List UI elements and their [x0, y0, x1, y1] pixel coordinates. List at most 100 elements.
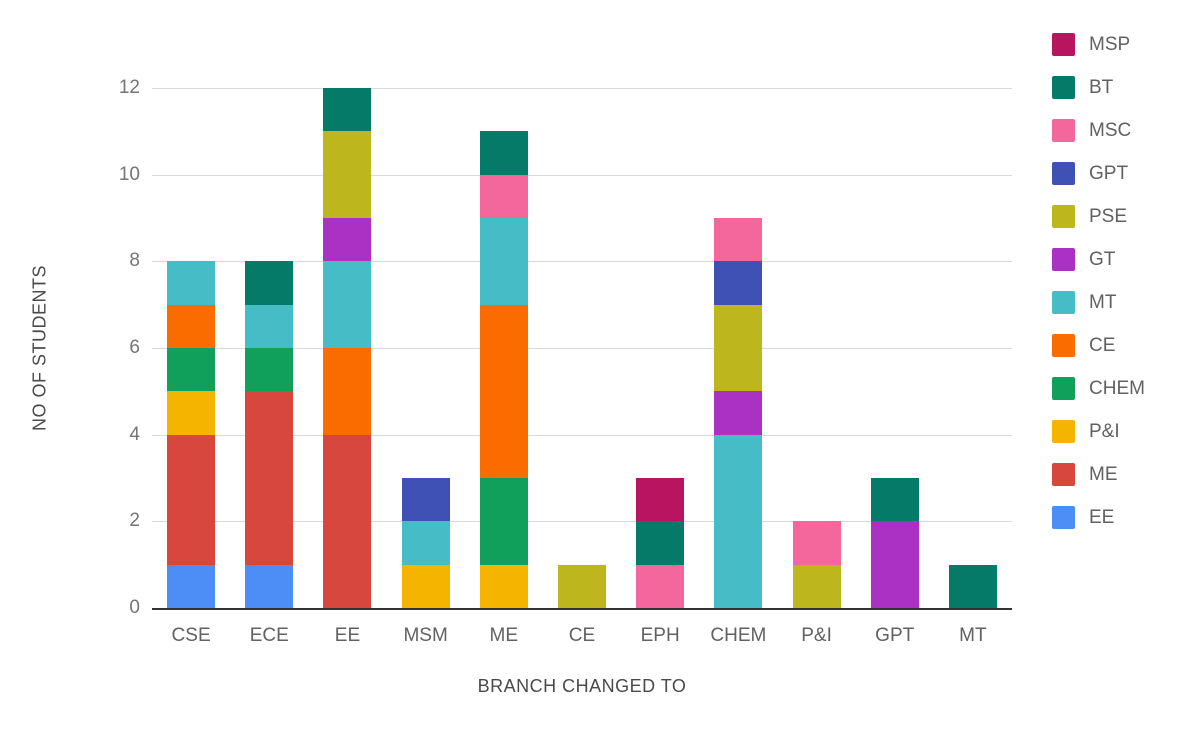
bar-segment-chem-pse[interactable]	[714, 304, 763, 392]
legend-label-mt: MT	[1089, 291, 1117, 313]
x-tick-label-msm: MSM	[403, 625, 448, 646]
y-axis-title: NO OF STUDENTS	[29, 264, 50, 432]
bar-segment-ee-mt[interactable]	[323, 261, 372, 348]
legend-swatch-bt	[1052, 76, 1075, 99]
legend-swatch-ee	[1052, 506, 1075, 529]
legend-item-bt[interactable]: BT	[1052, 76, 1145, 99]
x-tick-label-ce: CE	[568, 625, 596, 646]
bar-segment-me-pi[interactable]	[479, 564, 528, 608]
y-tick-label: 0	[129, 597, 140, 618]
legend-label-me: ME	[1089, 463, 1118, 485]
legend-item-ee[interactable]: EE	[1052, 506, 1145, 529]
legend-label-gt: GT	[1089, 248, 1116, 270]
legend-swatch-chem	[1052, 377, 1075, 400]
bar-segment-mt-bt[interactable]	[948, 564, 997, 608]
legend-swatch-me	[1052, 463, 1075, 486]
y-tick-label: 2	[129, 510, 140, 532]
x-tick-label-ee: EE	[334, 625, 361, 646]
bar-segment-gpt-gt[interactable]	[870, 521, 919, 608]
legend-item-pse[interactable]: PSE	[1052, 205, 1145, 228]
legend: MSP BT MSC GPT PSE GT MT CE CHEM P&I ME EE	[1052, 33, 1145, 549]
x-tick-label-cse: CSE	[171, 625, 211, 646]
legend-swatch-mt	[1052, 291, 1075, 314]
bar-segment-msm-pi[interactable]	[401, 564, 450, 608]
bar-segment-msm-gpt[interactable]	[401, 478, 450, 522]
legend-label-pse: PSE	[1089, 205, 1128, 227]
bar-segment-me-ce[interactable]	[479, 304, 528, 478]
bar-segment-ee-ce[interactable]	[323, 348, 372, 435]
legend-item-gt[interactable]: GT	[1052, 248, 1145, 271]
legend-swatch-ce	[1052, 334, 1075, 357]
gridline	[152, 88, 1012, 89]
bar-segment-chem-gt[interactable]	[714, 391, 763, 435]
legend-swatch-msp	[1052, 33, 1075, 56]
legend-item-msp[interactable]: MSP	[1052, 33, 1145, 56]
bar-segment-cse-me[interactable]	[167, 434, 216, 565]
legend-item-gpt[interactable]: GPT	[1052, 162, 1145, 185]
legend-swatch-msc	[1052, 119, 1075, 142]
bar-segment-eph-msp[interactable]	[636, 478, 685, 522]
legend-item-msc[interactable]: MSC	[1052, 119, 1145, 142]
legend-item-pi[interactable]: P&I	[1052, 420, 1145, 443]
bar-segment-me-msc[interactable]	[479, 174, 528, 218]
bar-segment-me-mt[interactable]	[479, 218, 528, 305]
bar-segment-ee-me[interactable]	[323, 434, 372, 608]
gridline	[152, 348, 1012, 349]
bar-segment-ee-bt[interactable]	[323, 88, 372, 132]
gridline	[152, 521, 1012, 523]
bar-segment-eph-msc[interactable]	[636, 564, 685, 608]
gridline	[152, 261, 1012, 263]
x-tick-label-ece: ECE	[249, 625, 289, 646]
legend-label-msp: MSP	[1089, 33, 1131, 55]
legend-label-chem: CHEM	[1089, 377, 1145, 399]
legend-item-mt[interactable]: MT	[1052, 291, 1145, 314]
bar-segment-ece-mt[interactable]	[245, 304, 294, 348]
bar-segment-pi-msc[interactable]	[792, 521, 841, 565]
bar-segment-cse-pi[interactable]	[167, 391, 216, 435]
bar-segment-chem-mt[interactable]	[714, 434, 763, 608]
bar-segment-cse-mt[interactable]	[167, 261, 216, 305]
bar-segment-me-bt[interactable]	[479, 131, 528, 175]
bar-segment-chem-gpt[interactable]	[714, 261, 763, 305]
bar-segment-ee-pse[interactable]	[323, 131, 372, 218]
bar-segment-pi-pse[interactable]	[792, 564, 841, 608]
x-tick-label-pi: P&I	[801, 625, 832, 646]
x-axis-title: BRANCH CHANGED TO	[477, 676, 687, 696]
bar-segment-ece-ee[interactable]	[245, 564, 294, 608]
legend-label-gpt: GPT	[1089, 162, 1129, 184]
bar-segment-chem-msc[interactable]	[714, 218, 763, 262]
bar-segment-ece-me[interactable]	[245, 391, 294, 565]
legend-label-pi: P&I	[1089, 420, 1120, 442]
legend-item-chem[interactable]: CHEM	[1052, 377, 1145, 400]
legend-swatch-pse	[1052, 205, 1075, 228]
legend-label-msc: MSC	[1089, 119, 1132, 141]
bar-segment-ee-gt[interactable]	[323, 218, 372, 262]
bar-segment-eph-bt[interactable]	[636, 521, 685, 565]
x-tick-label-mt: MT	[959, 625, 987, 646]
bar-segment-ece-bt[interactable]	[245, 261, 294, 305]
x-tick-label-gpt: GPT	[875, 625, 915, 646]
bar-segment-cse-ee[interactable]	[167, 564, 216, 608]
y-tick-label: 10	[118, 163, 140, 185]
bar-segment-ce-pse[interactable]	[558, 564, 606, 608]
bar-segment-me-chem[interactable]	[479, 478, 528, 565]
legend-label-bt: BT	[1089, 76, 1114, 98]
x-tick-label-eph: EPH	[640, 625, 680, 646]
bar-segment-cse-ce[interactable]	[167, 304, 216, 348]
bar-segment-ece-chem[interactable]	[245, 348, 294, 392]
bar-segment-cse-chem[interactable]	[167, 348, 216, 392]
y-tick-label: 6	[129, 337, 140, 358]
legend-item-me[interactable]: ME	[1052, 463, 1145, 486]
legend-label-ee: EE	[1089, 506, 1115, 528]
x-tick-label-chem: CHEM	[710, 625, 767, 646]
x-tick-label-me: ME	[489, 625, 519, 646]
legend-swatch-gpt	[1052, 162, 1075, 185]
gridline	[152, 434, 1012, 436]
legend-item-ce[interactable]: CE	[1052, 334, 1145, 357]
y-tick-label: 12	[118, 77, 140, 98]
legend-swatch-pi	[1052, 420, 1075, 443]
bar-segment-gpt-bt[interactable]	[870, 478, 919, 522]
bar-segment-msm-mt[interactable]	[401, 521, 450, 565]
legend-label-ce: CE	[1089, 334, 1116, 356]
